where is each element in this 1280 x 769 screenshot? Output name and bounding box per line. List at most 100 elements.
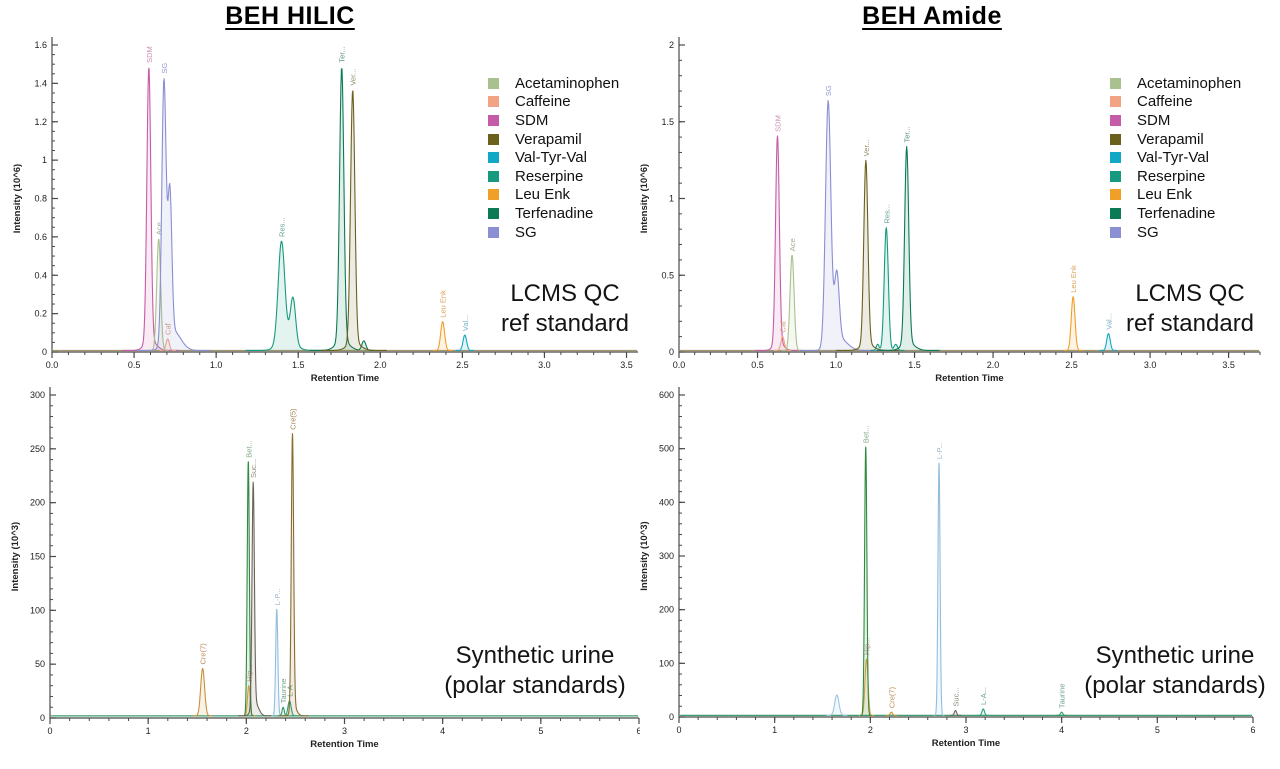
legend-swatch [1110,207,1121,219]
peak-label-Caf: Caf [164,322,173,335]
peak-fill-Leu Enk [1063,296,1083,351]
peak-fill-Hip [858,659,875,716]
panel-annotation: LCMS QC ref standard [440,279,690,339]
legend-swatch [488,189,499,201]
legend-item: SG [488,223,619,242]
axis-text: 400 [659,497,674,507]
panel-annotation: LCMS QC ref standard [1065,279,1280,339]
legend-label: Leu Enk [1137,186,1193,204]
axis-text: 0 [676,725,681,735]
peak-fill-Taurine [277,707,289,716]
peak-label-Res: Res... [277,217,286,237]
axis-text: Retention Time [935,373,1003,384]
axis-text: 200 [659,605,674,615]
axis-text: 0.2 [34,309,47,319]
annotation-line: (polar standards) [444,672,626,699]
peak-fill-Ver [836,160,899,351]
peak-Ace [781,254,803,352]
panel-title-beh-amide: BEH Amide [862,2,1002,30]
axis-text: 600 [659,390,674,400]
peak-fill-Ace [781,255,803,351]
axis-text: 2.0 [374,360,387,370]
legend-label: Terfenadine [1137,204,1216,222]
peak-label-Bet: Bet... [244,440,253,458]
axis-text: 1.5 [908,360,921,370]
axis-text: 0 [669,347,674,357]
peak-label-SG: SG [824,85,833,96]
peak-unlabeled [825,694,848,716]
peak-SDM [755,135,803,352]
axis-text: 2 [669,40,674,50]
legend-swatch [1110,77,1121,89]
axis-text: 1.4 [34,78,47,88]
axis-text: 0.5 [661,270,674,280]
chromatogram-beh-hilic-qc: 0 0.2 0.4 0.6 0.8 1 1.2 1.4 1.6 0.0 0.5 1.0 1.5 2.0 2.… [12,37,638,384]
annotation-line: LCMS QC [1135,280,1245,307]
panel-beh-amide-qc: 0 0.5 1 1.5 2 0.0 0.5 1.0 1.5 2.0 2.5 3.0 3.5 Retenti… [640,0,1280,385]
legend-swatch [1110,96,1121,108]
peak-fill-Hip [242,685,256,716]
axis-text: Intensity (10^3) [640,521,650,590]
legend-swatch [488,77,499,89]
peak-SG [799,100,879,352]
peak-SG [136,78,211,352]
axis-text: 0.6 [34,232,47,242]
axis-text: 3.0 [538,360,551,370]
peak-Caf [159,338,177,352]
legend-item: Verapamil [488,130,619,149]
legend-label: Val-Tyr-Val [515,149,587,167]
axis-text: 3.5 [1222,360,1235,370]
peak-L-P [933,462,945,716]
legend-label: SG [1137,223,1159,241]
axis-text: 250 [30,444,45,454]
axis-text: 1.5 [661,117,674,127]
peak-fill-Val [455,335,474,351]
legend-item: Acetaminophen [488,74,619,93]
legend-item: SDM [1110,111,1241,130]
axis-text: 1 [146,726,151,736]
peak-label-Ace: Ace [155,222,164,235]
peak-Val [1099,333,1118,352]
axis-text: 6 [1250,725,1255,735]
peak-Cre(7) [192,667,213,717]
axis-text: 3.0 [1144,360,1157,370]
peak-label-L-P: L-P... [273,588,282,605]
legend-swatch [488,152,499,164]
peak-fill-SDM [755,135,803,351]
peak-label-Cre(5): Cre(5) [288,408,297,430]
axis-text: 0.5 [751,360,764,370]
legend-swatch [1110,189,1121,201]
panel-beh-amide-urine: 0 100 200 300 400 500 600 0 1 2 3 4 5 6 Retention Time… [640,385,1280,769]
legend-item: Leu Enk [488,186,619,205]
chromatogram-beh-amide-urine: 0 100 200 300 400 500 600 0 1 2 3 4 5 6 Retention Time… [640,387,1256,749]
annotation-line: Synthetic urine [455,642,615,669]
axis-text: 2.5 [1065,360,1078,370]
peak-Bet [859,446,872,716]
axis-text: 500 [659,444,674,454]
peak-fill-L-P [933,463,945,716]
axis-text: 2 [244,726,249,736]
peak-label-Cre(7): Cre(7) [199,643,208,665]
peak-Ter [309,68,376,352]
peak-Suc [949,710,962,716]
axis-text: 1 [42,155,47,165]
legend-label: SDM [515,111,549,129]
legend-swatch [1110,133,1121,145]
legend-label: Terfenadine [515,204,594,222]
peak-label-Hip: Hip... [245,664,254,682]
legend: Acetaminophen Caffeine SDM Verapamil Val-Tyr… [1110,74,1241,241]
legend-label: Reserpine [1137,167,1206,185]
axis-text: 1 [772,725,777,735]
legend-item: Caffeine [1110,93,1241,112]
chromatogram-beh-hilic-urine: 0 50 100 150 200 250 300 0 1 2 3 4 5 6 Retention Time I… [10,387,640,750]
peak-label-Taurine: Taurine [279,679,288,704]
axes: 0 100 200 300 400 500 600 0 1 2 3 4 5 6 Retention Time… [640,387,1256,749]
axis-text: 0.0 [46,360,59,370]
legend-swatch [1110,152,1121,164]
legend-label: Leu Enk [515,186,571,204]
panel-annotation: Synthetic urine (polar standards) [1040,641,1280,701]
peak-fill-L-P [271,609,283,716]
peak-fill-Bet [860,447,872,716]
legend-swatch [1110,170,1121,182]
